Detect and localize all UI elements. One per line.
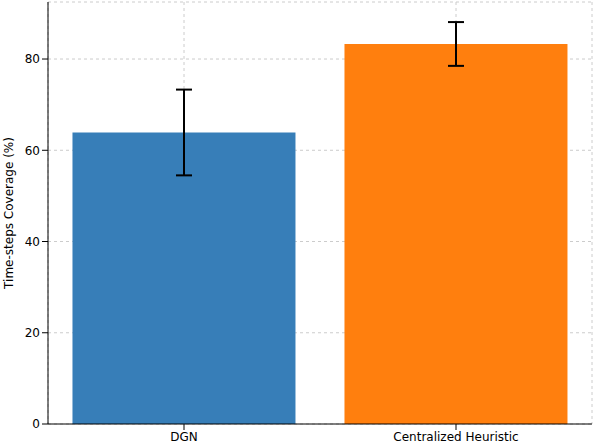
svg-text:60: 60 <box>25 144 40 158</box>
svg-text:40: 40 <box>25 235 40 249</box>
svg-text:20: 20 <box>25 326 40 340</box>
svg-text:Centralized Heuristic: Centralized Heuristic <box>393 430 518 442</box>
svg-text:80: 80 <box>25 52 40 66</box>
svg-text:Time-steps Coverage (%): Time-steps Coverage (%) <box>8 137 16 290</box>
svg-text:0: 0 <box>32 417 40 431</box>
svg-text:DGN: DGN <box>170 430 198 442</box>
